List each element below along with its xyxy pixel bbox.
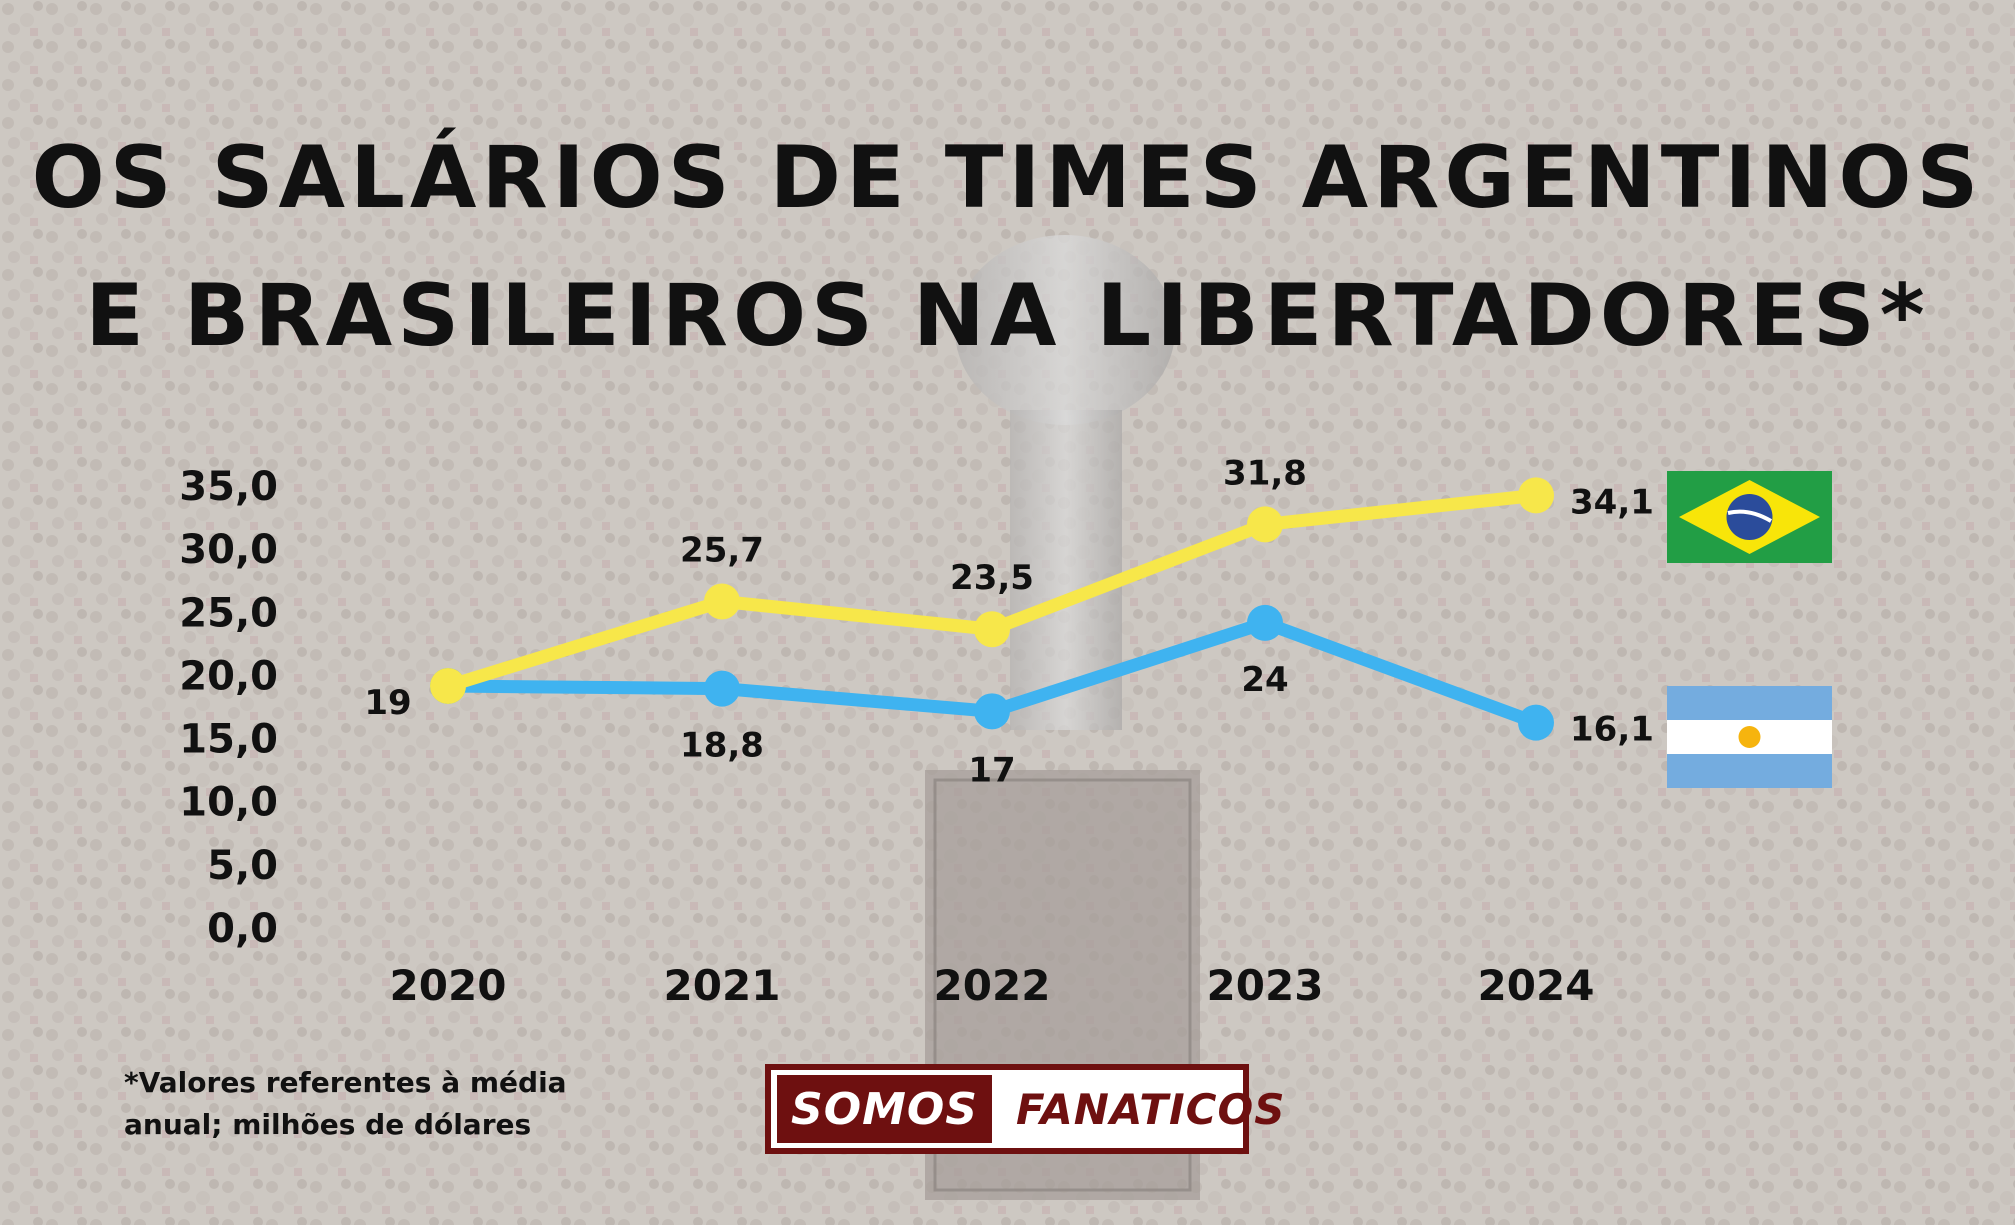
data-point bbox=[704, 670, 740, 707]
data-label: 24 bbox=[1241, 660, 1288, 700]
data-point bbox=[974, 611, 1010, 648]
y-tick-label: 30,0 bbox=[179, 527, 278, 573]
x-tick-label: 2024 bbox=[1478, 961, 1595, 1010]
y-tick-label: 20,0 bbox=[179, 653, 278, 699]
y-tick-label: 10,0 bbox=[179, 780, 278, 826]
data-label: 31,8 bbox=[1223, 453, 1307, 493]
footnote-line-2: anual; milhões de dólares bbox=[124, 1108, 532, 1141]
data-point bbox=[1518, 477, 1554, 514]
chart-title-line-2: E BRASILEIROS NA LIBERTADORES* bbox=[85, 266, 1930, 366]
y-tick-label: 25,0 bbox=[179, 590, 278, 636]
data-label: 16,1 bbox=[1570, 710, 1654, 750]
data-label: 19 bbox=[364, 683, 411, 723]
x-tick-label: 2022 bbox=[934, 961, 1051, 1010]
data-point bbox=[1247, 604, 1283, 641]
data-point bbox=[1247, 506, 1283, 543]
somos-fanaticos-logo: SOMOS FANATICOS bbox=[765, 1064, 1284, 1154]
y-tick-label: 35,0 bbox=[179, 464, 278, 510]
logo-text-fanaticos: FANATICOS bbox=[1015, 1084, 1286, 1134]
y-tick-label: 0,0 bbox=[207, 906, 278, 952]
data-label: 25,7 bbox=[680, 530, 764, 570]
data-label: 23,5 bbox=[950, 558, 1034, 598]
footnote: *Valores referentes à média anual; milhõ… bbox=[124, 1062, 604, 1146]
data-label: 17 bbox=[968, 750, 1015, 790]
data-label: 18,8 bbox=[680, 726, 764, 766]
data-point bbox=[430, 668, 466, 705]
chart-title-line-1: OS SALÁRIOS DE TIMES ARGENTINOS bbox=[31, 128, 1984, 228]
argentina-flag-icon bbox=[1667, 686, 1832, 788]
x-tick-label: 2021 bbox=[664, 961, 781, 1010]
data-label: 34,1 bbox=[1570, 482, 1654, 522]
footnote-line-1: *Valores referentes à média bbox=[124, 1066, 567, 1099]
data-point bbox=[974, 693, 1010, 730]
data-point bbox=[704, 583, 740, 620]
y-tick-label: 15,0 bbox=[179, 717, 278, 763]
x-tick-label: 2020 bbox=[390, 961, 507, 1010]
x-tick-label: 2023 bbox=[1207, 961, 1324, 1010]
brazil-flag-icon bbox=[1667, 471, 1832, 563]
y-tick-label: 5,0 bbox=[207, 843, 278, 889]
data-point bbox=[1518, 704, 1554, 741]
logo-text-somos: SOMOS bbox=[777, 1075, 992, 1143]
